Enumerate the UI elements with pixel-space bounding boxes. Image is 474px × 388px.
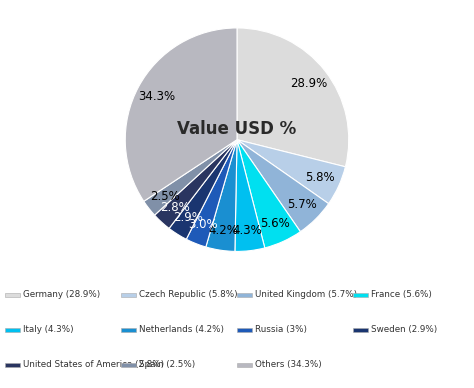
FancyBboxPatch shape [5,328,20,332]
Text: 4.2%: 4.2% [208,224,238,237]
Text: Italy (4.3%): Italy (4.3%) [23,325,73,334]
FancyBboxPatch shape [121,363,136,367]
FancyBboxPatch shape [5,363,20,367]
FancyBboxPatch shape [237,328,252,332]
Text: 2.9%: 2.9% [173,211,203,224]
Text: 5.7%: 5.7% [287,198,317,211]
Text: 5.6%: 5.6% [260,217,290,230]
FancyBboxPatch shape [5,293,20,297]
Text: 28.9%: 28.9% [291,77,328,90]
Wedge shape [237,140,301,248]
FancyBboxPatch shape [237,293,252,297]
FancyBboxPatch shape [237,363,252,367]
Wedge shape [125,28,237,201]
Wedge shape [237,28,349,167]
Text: United States of America (2.8%): United States of America (2.8%) [23,360,164,369]
Text: 4.3%: 4.3% [233,224,263,237]
Text: Value USD %: Value USD % [177,120,297,137]
Text: Spain (2.5%): Spain (2.5%) [139,360,195,369]
Wedge shape [186,140,237,247]
Wedge shape [235,140,265,251]
FancyBboxPatch shape [353,293,368,297]
Wedge shape [237,140,346,204]
Text: 2.8%: 2.8% [160,201,190,214]
Wedge shape [169,140,237,239]
Text: 2.5%: 2.5% [150,190,180,203]
FancyBboxPatch shape [121,293,136,297]
Text: 5.8%: 5.8% [306,171,335,184]
Text: Russia (3%): Russia (3%) [255,325,307,334]
Wedge shape [206,140,237,251]
Text: 3.0%: 3.0% [189,218,218,231]
Text: Germany (28.9%): Germany (28.9%) [23,290,100,300]
Text: Netherlands (4.2%): Netherlands (4.2%) [139,325,224,334]
Wedge shape [144,140,237,215]
Text: United Kingdom (5.7%): United Kingdom (5.7%) [255,290,357,300]
Wedge shape [237,140,328,232]
Text: Others (34.3%): Others (34.3%) [255,360,322,369]
Text: Czech Republic (5.8%): Czech Republic (5.8%) [139,290,238,300]
Text: Sweden (2.9%): Sweden (2.9%) [371,325,438,334]
Text: 34.3%: 34.3% [138,90,175,103]
FancyBboxPatch shape [353,328,368,332]
Wedge shape [155,140,237,229]
FancyBboxPatch shape [121,328,136,332]
Text: France (5.6%): France (5.6%) [371,290,432,300]
